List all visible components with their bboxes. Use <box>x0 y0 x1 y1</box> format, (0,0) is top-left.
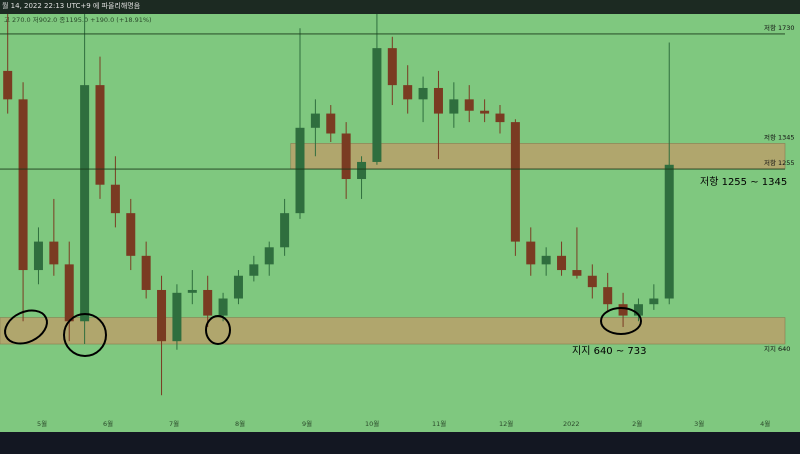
level-label: 지지 640 <box>764 344 790 353</box>
candle-body <box>541 255 551 265</box>
candle-body <box>449 99 459 114</box>
x-tick-label: 12월 <box>499 419 513 428</box>
candle-body <box>141 255 151 290</box>
x-tick-label: 5월 <box>37 419 47 428</box>
candle-body <box>233 275 243 299</box>
candle-body <box>526 241 536 265</box>
candle-body <box>187 289 197 293</box>
candle-body <box>633 304 643 316</box>
x-tick-label: 6월 <box>103 419 113 428</box>
candle-body <box>510 122 520 242</box>
circle <box>600 307 642 335</box>
candle-body <box>49 241 59 265</box>
plot-background <box>0 14 800 432</box>
ohlc-text: 고 270.0 저902.0 종1195.0 +190.0 (+18.91%) <box>4 15 152 24</box>
candle-body <box>603 287 613 305</box>
candle-body <box>310 113 320 128</box>
x-tick-label: 2월 <box>632 419 642 428</box>
candle-body <box>557 255 567 271</box>
candle-body <box>403 85 413 100</box>
candle-body <box>249 264 259 276</box>
candle-body <box>264 247 274 265</box>
candle-body <box>495 113 505 123</box>
candle-body <box>18 99 28 271</box>
circle <box>205 315 231 345</box>
candle-body <box>649 298 659 305</box>
candle-body <box>280 213 290 248</box>
zone-label: 저항 1255 ~ 1345 <box>700 176 787 188</box>
circles <box>4 307 642 357</box>
x-tick-label: 10월 <box>365 419 379 428</box>
level-label: 저항 1345 <box>764 132 795 141</box>
x-tick-label: 11월 <box>432 419 446 428</box>
candle-body <box>433 87 443 114</box>
candle-body <box>203 289 213 316</box>
candle-body <box>326 113 336 134</box>
x-tick-label: 4월 <box>760 419 770 428</box>
candle-body <box>587 275 597 288</box>
candle-body <box>218 298 228 316</box>
candle-body <box>387 48 397 86</box>
x-tick-label: 7월 <box>169 419 179 428</box>
candle-body <box>3 70 13 100</box>
x-tick-label: 9월 <box>302 419 312 428</box>
candle-body <box>572 270 582 276</box>
header-bar <box>0 0 800 14</box>
candle-body <box>618 304 628 316</box>
x-tick-label: 2022 <box>563 420 580 428</box>
candle-body <box>480 110 490 114</box>
candle-body <box>295 127 305 214</box>
level-label: 저항 1255 <box>764 158 795 167</box>
x-tick-label: 8월 <box>235 419 245 428</box>
zone <box>0 317 786 345</box>
header: 월 14, 2022 22:13 UTC+9 에 파올리해명음 <box>2 1 141 10</box>
candle-body <box>172 292 182 342</box>
x-tick-label: 3월 <box>694 419 704 428</box>
circle <box>63 313 107 357</box>
candle-body <box>357 161 367 180</box>
candle-body <box>464 99 474 111</box>
candle-body <box>95 85 105 185</box>
candle-body <box>157 289 167 342</box>
candle-body <box>33 241 43 271</box>
level-label: 저항 1730 <box>764 23 795 32</box>
zone-label: 지지 640 ~ 733 <box>572 345 647 357</box>
candle-body <box>110 184 120 214</box>
candle-body <box>372 48 382 162</box>
candle-body <box>664 164 674 299</box>
candle-body <box>126 213 136 256</box>
candle-body <box>64 264 74 322</box>
candle-body <box>80 85 90 322</box>
circle <box>4 309 48 345</box>
candle-body <box>418 87 428 100</box>
candle-body <box>341 133 351 180</box>
